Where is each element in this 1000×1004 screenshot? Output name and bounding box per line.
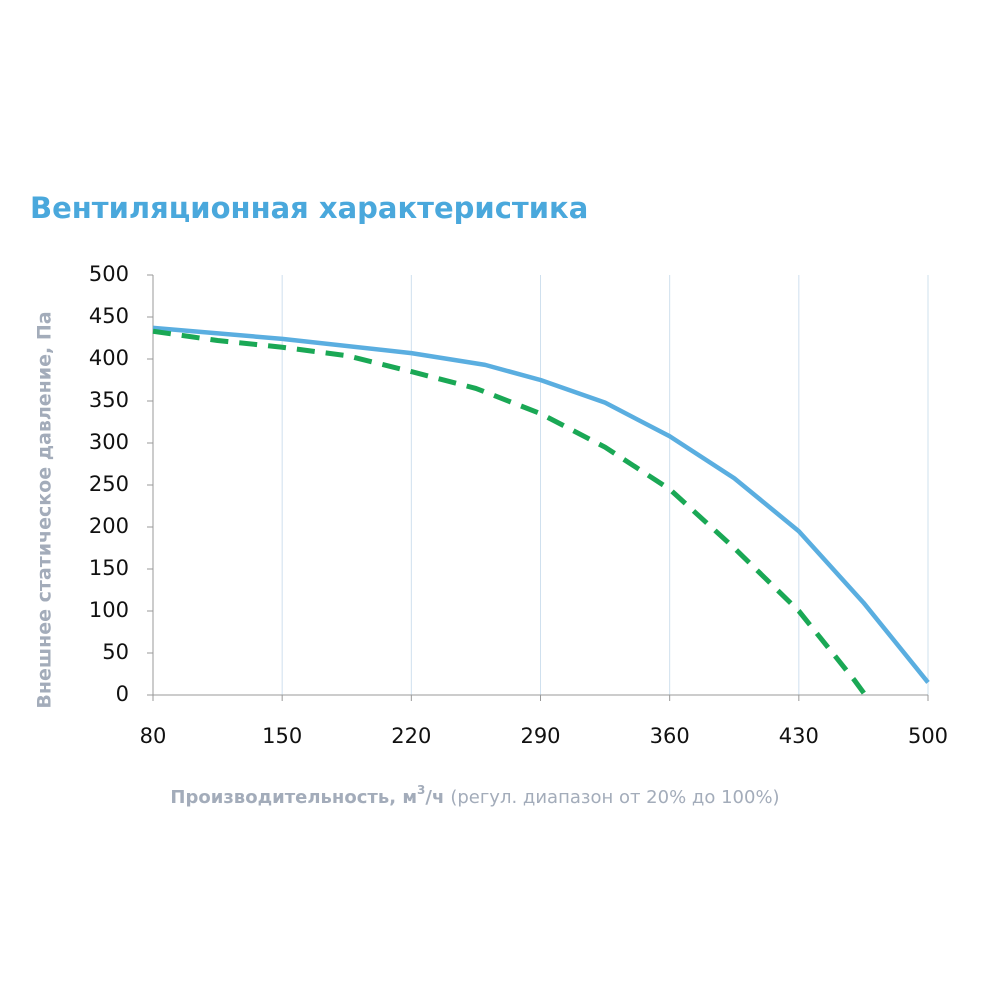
y-tick-label: 150 xyxy=(89,556,129,580)
data-line xyxy=(152,325,930,684)
x-axis-label: Производительность, м3/ч (регул. диапазон… xyxy=(170,783,779,809)
y-tick-label: 400 xyxy=(89,346,129,370)
y-tick-label: 0 xyxy=(116,682,129,706)
chart-title: Вентиляционная характеристика xyxy=(30,191,588,225)
x-tick-label: 360 xyxy=(650,724,690,748)
x-tick-label: 80 xyxy=(140,724,167,748)
data-line xyxy=(152,328,868,697)
y-tick-label: 500 xyxy=(89,262,129,286)
x-label-sup: 3 xyxy=(417,783,425,797)
x-tick-label: 430 xyxy=(779,724,819,748)
y-tick-label: 250 xyxy=(89,472,129,496)
x-tick-label: 220 xyxy=(391,724,431,748)
y-tick-label: 350 xyxy=(89,388,129,412)
y-tick-label: 300 xyxy=(89,430,129,454)
x-label-main: Производительность, м xyxy=(170,787,417,808)
y-axis-label: Внешнее статическое давление, Па xyxy=(34,311,56,708)
y-tick-label: 50 xyxy=(102,640,129,664)
y-tick-label: 450 xyxy=(89,304,129,328)
x-tick-label: 500 xyxy=(908,724,948,748)
x-label-note: (регул. диапазон от 20% до 100%) xyxy=(450,787,779,808)
x-tick-label: 150 xyxy=(262,724,302,748)
y-tick-label: 100 xyxy=(89,598,129,622)
x-label-unit: /ч xyxy=(425,787,444,808)
x-tick-label: 290 xyxy=(520,724,560,748)
y-tick-label: 200 xyxy=(89,514,129,538)
